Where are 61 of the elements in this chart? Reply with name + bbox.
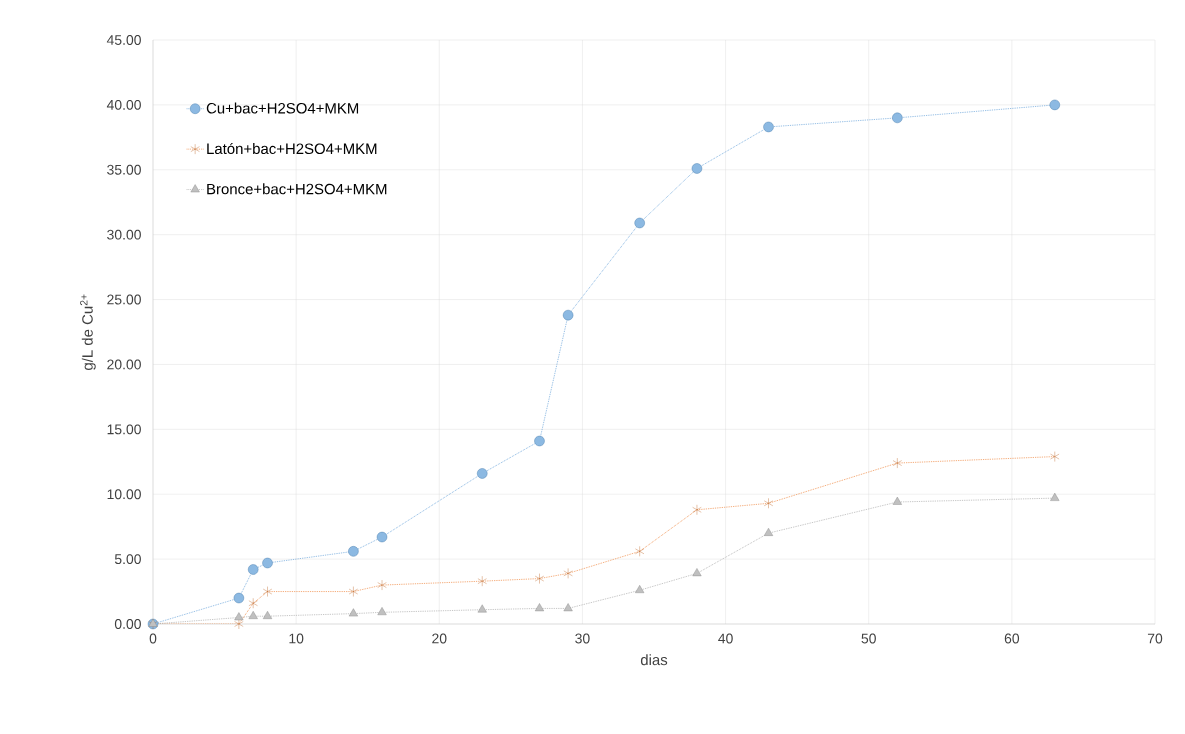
- y-tick-label: 40.00: [106, 99, 141, 110]
- point: [262, 586, 273, 597]
- point: [563, 603, 573, 612]
- point: [534, 603, 545, 612]
- point: [248, 598, 258, 609]
- point: [563, 568, 573, 579]
- point: [233, 592, 245, 604]
- point: [763, 121, 774, 133]
- point: [692, 504, 702, 515]
- y-tick-label: 20.00: [107, 359, 141, 370]
- legend-label: Bronce+bac+H2SO4+MKM: [207, 183, 387, 195]
- x-tick-label: 70: [1147, 633, 1163, 644]
- point: [477, 604, 487, 613]
- point: [1050, 492, 1060, 501]
- point: [348, 608, 358, 617]
- point: [892, 112, 903, 124]
- y-tick-label: 15.00: [107, 424, 141, 435]
- x-tick-label: 50: [861, 633, 876, 644]
- point: [477, 575, 487, 587]
- x-tick-label: 30: [575, 633, 590, 644]
- point: [691, 163, 703, 174]
- x-tick-label: 60: [1004, 633, 1020, 644]
- point: [477, 468, 488, 479]
- point: [892, 496, 902, 505]
- point: [635, 585, 645, 593]
- x-tick-label: 40: [718, 633, 733, 644]
- point: [763, 498, 774, 509]
- y-tick-label: 5.00: [114, 554, 141, 565]
- point: [892, 457, 902, 469]
- point: [635, 546, 645, 557]
- point: [377, 607, 387, 616]
- y-tick-label: 10.00: [107, 489, 141, 500]
- y-tick-label: 25.00: [107, 294, 141, 305]
- legend-label: Latón+bac+H2SO4+MKM: [207, 142, 377, 155]
- point: [377, 579, 387, 591]
- legend-label: Cu+bac+H2SO4+MKM: [206, 102, 359, 114]
- point: [1049, 99, 1060, 111]
- x-axis-title: dias: [640, 654, 668, 666]
- point: [376, 531, 388, 543]
- y-tick-label: 30.00: [107, 229, 141, 240]
- y-tick-label: 35.00: [107, 164, 141, 175]
- y-tick-label: 45.00: [106, 35, 141, 45]
- point: [763, 527, 774, 536]
- x-tick-label: 0: [149, 633, 157, 644]
- point: [248, 611, 258, 619]
- point: [534, 435, 545, 447]
- x-tick-label: 20: [432, 633, 447, 644]
- point: [634, 217, 645, 229]
- point: [1050, 451, 1060, 462]
- y-axis-title: g/L de Cu$^{2+}$: [80, 294, 96, 370]
- y-tick-label: 0.00: [114, 619, 141, 629]
- point: [262, 611, 273, 619]
- point: [692, 568, 702, 577]
- x-tick-label: 10: [289, 633, 304, 644]
- point: [562, 309, 574, 321]
- point: [262, 557, 273, 569]
- point: [234, 612, 244, 621]
- point: [348, 586, 358, 597]
- point: [348, 546, 359, 557]
- point: [534, 573, 545, 584]
- point: [248, 564, 259, 575]
